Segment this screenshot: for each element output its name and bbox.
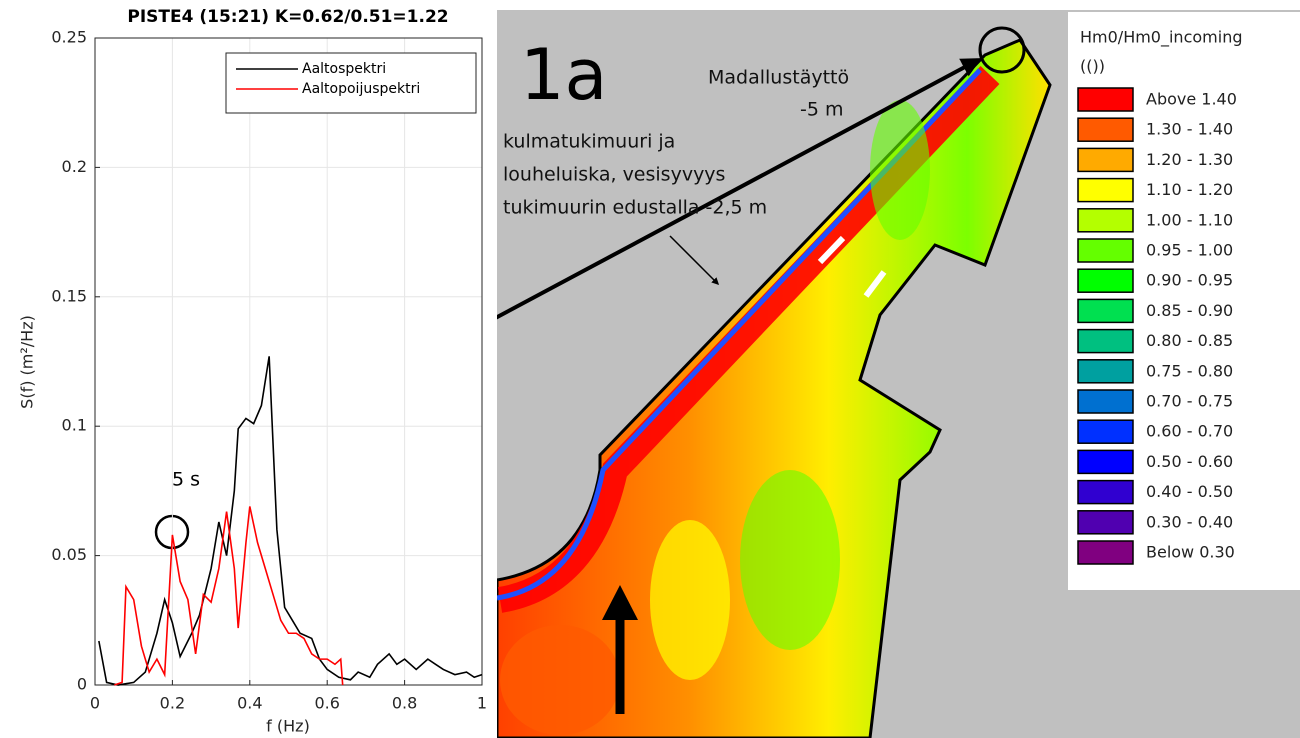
legend-label: Above 1.40 [1146,90,1237,109]
legend-label: 0.95 - 1.00 [1146,241,1233,260]
x-tick-label: 0 [90,694,100,713]
map-label: 1a [520,34,607,116]
y-tick-label: 0 [77,675,87,694]
legend-swatch [1078,209,1133,232]
y-tick-label: 0.25 [51,28,87,47]
legend-label: 0.30 - 0.40 [1146,512,1233,531]
y-tick-label: 0.1 [62,416,87,435]
legend-swatch [1078,450,1133,473]
x-axis-label: f (Hz) [266,717,310,736]
patch [500,625,620,735]
y-tick-label: 0.05 [51,545,87,564]
legend-label: 1.10 - 1.20 [1146,180,1233,199]
legend-swatch [1078,148,1133,171]
legend-label: 1.30 - 1.40 [1146,120,1233,139]
x-tick-label: 0.2 [160,694,185,713]
annotation: louheluiska, vesisyvyys [503,164,725,186]
x-tick-label: 1 [477,694,487,713]
annotation: tukimuurin edustalla -2,5 m [503,197,767,219]
legend-label: 0.85 - 0.90 [1146,301,1233,320]
legend-swatch [1078,420,1133,443]
legend-label: 0.50 - 0.60 [1146,452,1233,471]
y-axis-label: S(f) (m²/Hz) [18,315,37,409]
legend-swatch [1078,511,1133,534]
annotation: -5 m [800,99,844,121]
legend-swatch [1078,179,1133,202]
legend-label: Aaltospektri [302,61,386,77]
x-tick-label: 0.8 [392,694,417,713]
x-tick-label: 0.6 [314,694,339,713]
legend-label: 0.70 - 0.75 [1146,392,1233,411]
legend-swatch [1078,541,1133,564]
legend-label: 0.90 - 0.95 [1146,271,1233,290]
legend-swatch [1078,88,1133,111]
legend-swatch [1078,360,1133,383]
chart-title: PISTE4 (15:21) K=0.62/0.51=1.22 [127,7,448,27]
legend-label: 1.00 - 1.10 [1146,210,1233,229]
annotation: kulmatukimuuri ja [503,131,675,153]
spectrum-chart: PISTE4 (15:21) K=0.62/0.51=1.22 f (Hz) S… [0,0,497,738]
legend-swatch [1078,118,1133,141]
legend-swatch [1078,481,1133,504]
legend-unit: (()) [1080,57,1105,76]
map-legend: Hm0/Hm0_incoming (()) Above 1.40 1.30 - 1… [1068,12,1300,590]
y-tick-label: 0.15 [51,286,87,305]
legend-swatch [1078,330,1133,353]
legend-label: 1.20 - 1.30 [1146,150,1233,169]
patch [650,520,730,680]
legend-swatch [1078,390,1133,413]
page: 1a Madallustäyttö -5 m kulmatukimuuri ja… [0,0,1300,738]
patch [870,100,930,240]
legend-swatch [1078,269,1133,292]
legend-swatch [1078,239,1133,262]
map: 1a Madallustäyttö -5 m kulmatukimuuri ja… [357,10,1300,738]
patch [740,470,840,650]
figure: 1a Madallustäyttö -5 m kulmatukimuuri ja… [0,0,1300,738]
legend-label: Aaltopoijuspektri [302,81,420,97]
legend-label: Below 0.30 [1146,543,1235,562]
legend-swatch [1078,299,1133,322]
legend-label: 0.75 - 0.80 [1146,361,1233,380]
legend-label: 0.80 - 0.85 [1146,331,1233,350]
x-tick-label: 0.4 [237,694,262,713]
legend-label: 0.40 - 0.50 [1146,482,1233,501]
legend-label: 0.60 - 0.70 [1146,422,1233,441]
annotation: 5 s [172,469,200,491]
y-tick-label: 0.2 [62,157,87,176]
legend-title: Hm0/Hm0_incoming [1080,28,1242,48]
annotation: Madallustäyttö [708,67,849,89]
